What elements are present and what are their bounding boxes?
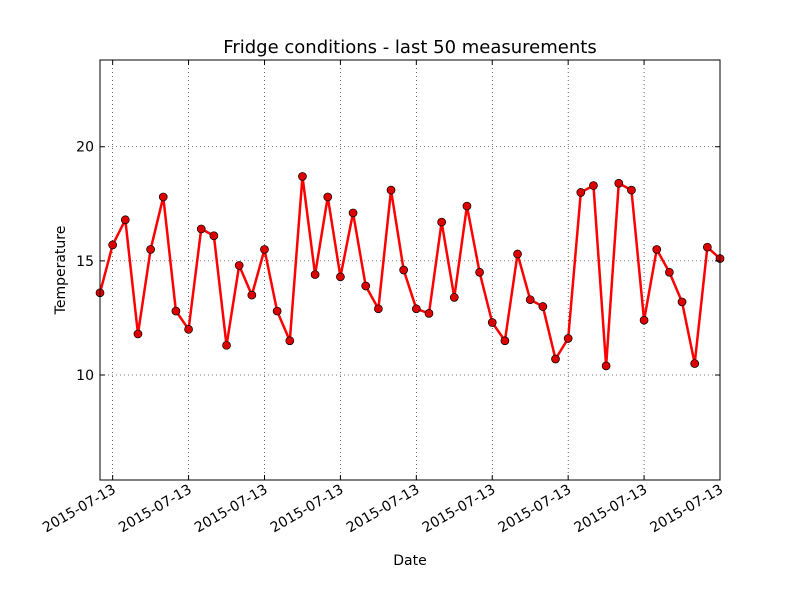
data-point (386, 185, 396, 195)
data-point (336, 272, 345, 282)
data-point (247, 290, 257, 300)
x-tick-label: 2015-07-13 (192, 482, 270, 537)
data-point (222, 340, 231, 350)
x-tick-label: 2015-07-13 (40, 482, 118, 537)
plot-area (95, 172, 725, 371)
data-point (234, 261, 244, 270)
data-point (487, 318, 497, 327)
data-point (576, 188, 586, 197)
data-point (196, 224, 206, 234)
chart-title: Fridge conditions - last 50 measurements (223, 37, 596, 58)
data-point (184, 324, 193, 334)
data-point (601, 361, 611, 371)
data-point (614, 178, 624, 188)
grid (100, 60, 721, 480)
data-point (310, 270, 320, 279)
x-tick-label: 2015-07-13 (116, 482, 194, 537)
x-tick-label: 2015-07-13 (344, 482, 422, 537)
data-point (462, 201, 472, 211)
y-axis: 10 15 20 (76, 140, 720, 384)
data-point (361, 281, 371, 291)
x-tick-label: 2015-07-13 (572, 482, 650, 537)
data-point (589, 181, 598, 190)
data-point (665, 267, 674, 277)
data-point (399, 265, 409, 275)
data-point (120, 215, 130, 225)
y-axis-label: Temperature (53, 226, 69, 316)
data-point (652, 245, 662, 254)
data-point (411, 304, 421, 314)
data-point (500, 336, 510, 346)
data-point (563, 334, 573, 343)
data-point (133, 329, 143, 339)
data-point (551, 354, 560, 364)
data-point (690, 359, 700, 368)
data-point (146, 245, 155, 254)
data-point (272, 306, 282, 316)
y-tick-label: 20 (76, 140, 94, 156)
data-point (449, 293, 459, 302)
data-point (639, 315, 649, 325)
data-point (158, 192, 168, 202)
data-point (525, 295, 535, 305)
data-point (171, 306, 181, 316)
y-tick-label: 10 (76, 368, 94, 384)
data-point (108, 240, 118, 250)
plot-frame (99, 59, 721, 481)
x-axis-label: Date (393, 553, 426, 569)
data-point (374, 304, 383, 314)
data-point (323, 192, 333, 202)
y-tick-label: 15 (76, 254, 94, 270)
data-point (424, 309, 434, 318)
x-tick-label: 2015-07-13 (648, 482, 726, 537)
data-point (702, 242, 712, 252)
data-point (677, 297, 687, 307)
data-point (285, 336, 295, 346)
data-point (437, 217, 446, 227)
temperature-series-line (98, 175, 721, 368)
data-point (348, 208, 358, 218)
data-point (475, 267, 484, 277)
x-tick-label: 2015-07-13 (268, 482, 346, 537)
data-point (627, 185, 636, 195)
x-tick-label: 2015-07-13 (420, 482, 498, 537)
data-point (513, 249, 522, 259)
data-point (298, 172, 307, 181)
data-point (538, 302, 548, 311)
data-point (260, 245, 269, 254)
x-tick-label: 2015-07-13 (496, 482, 574, 537)
data-point (209, 231, 219, 241)
